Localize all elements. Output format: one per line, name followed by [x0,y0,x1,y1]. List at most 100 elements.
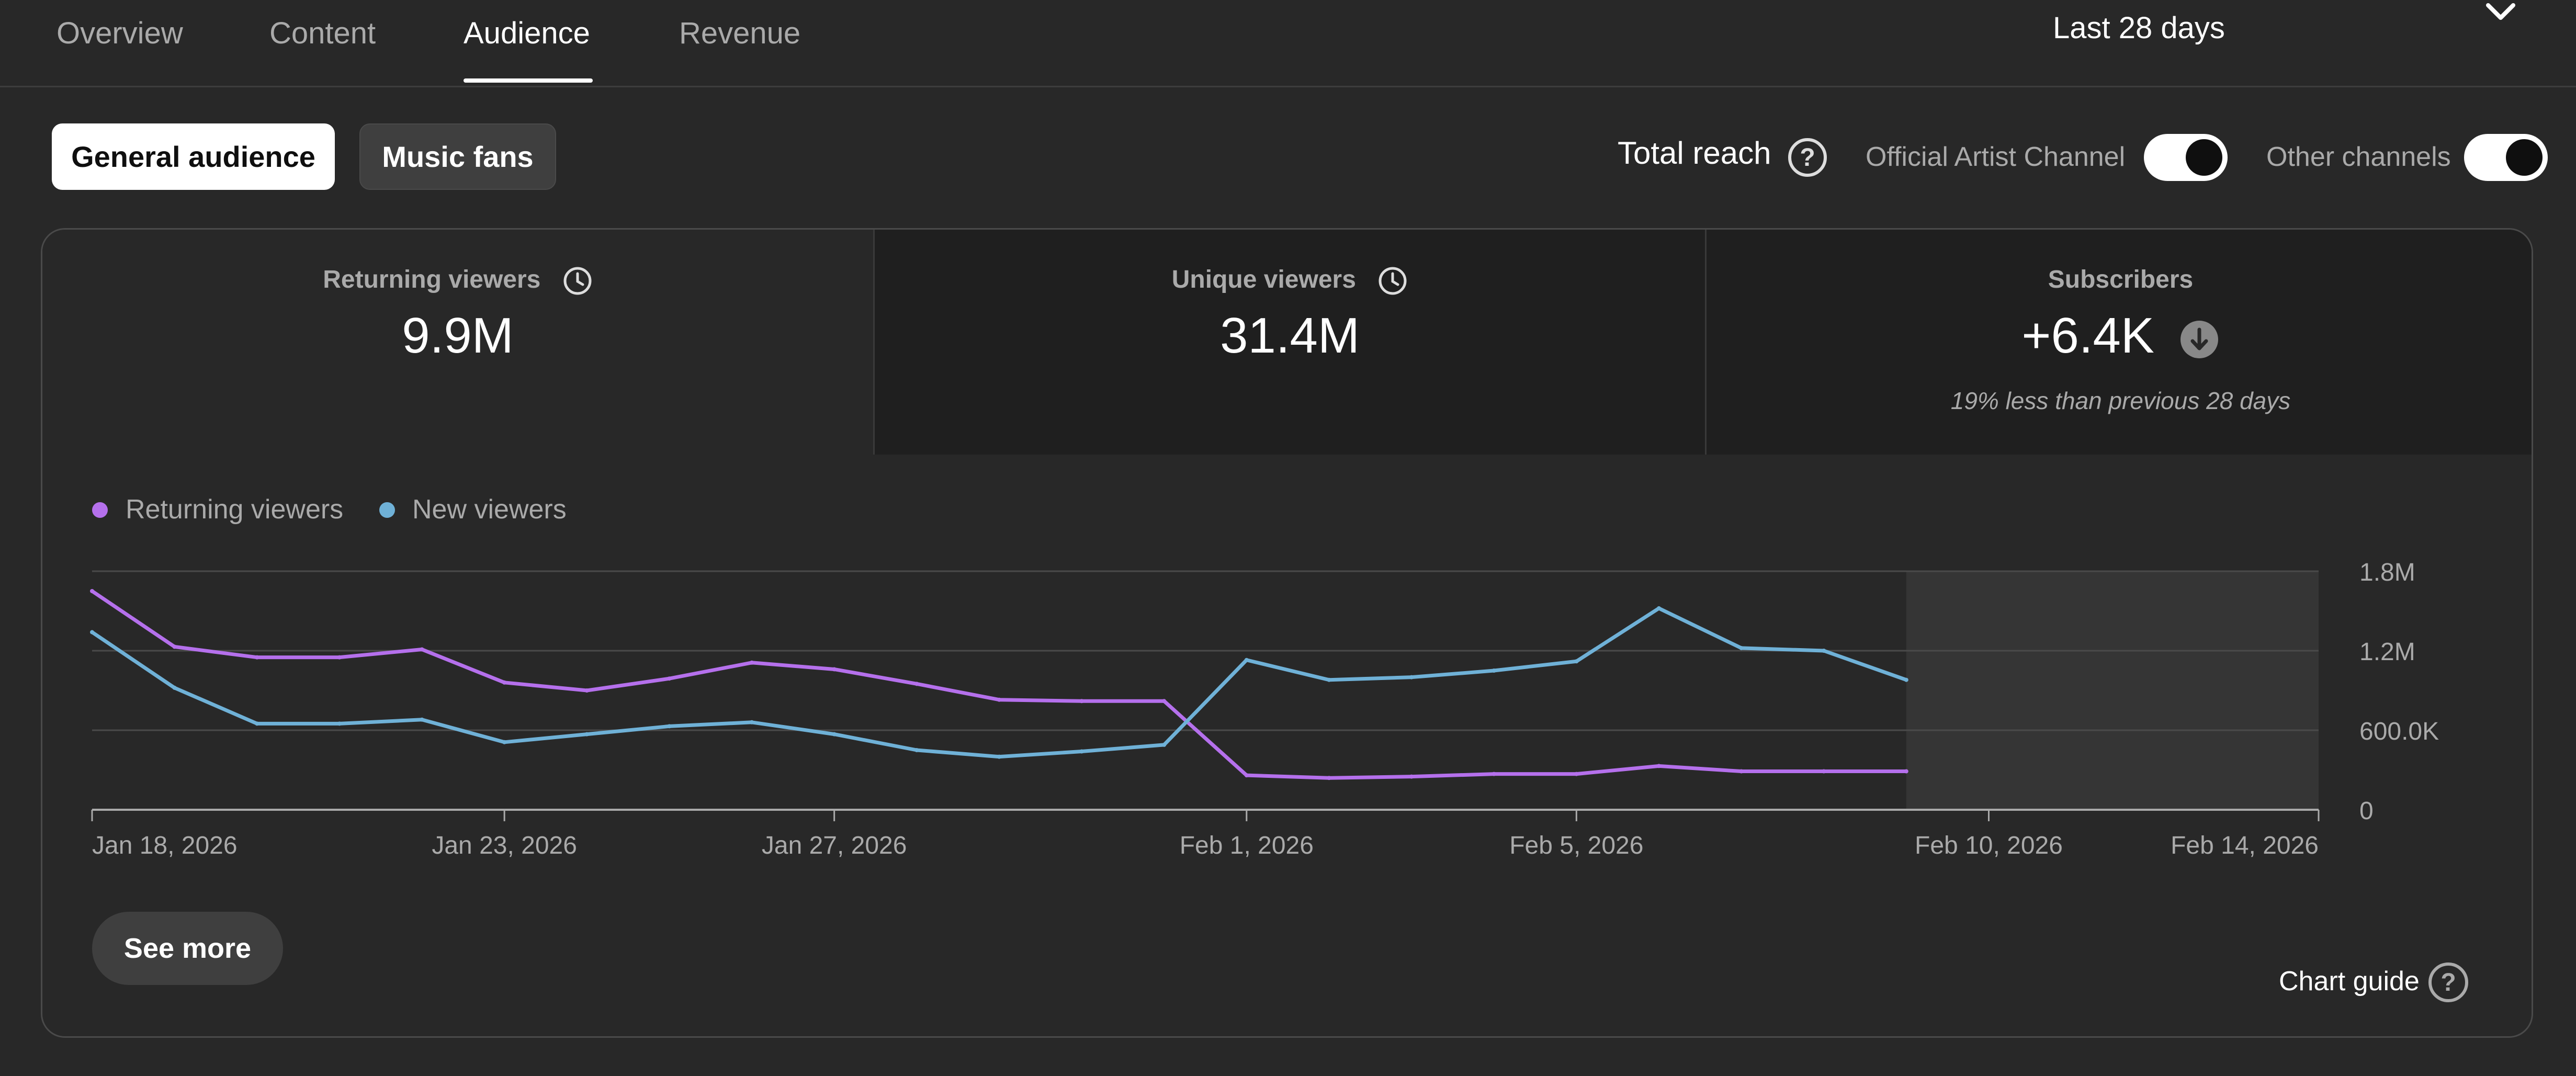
tab-overview[interactable]: Overview [57,16,183,50]
metric-value: 9.9M [402,308,514,364]
data-point [1409,774,1414,779]
data-point [502,680,507,685]
data-point [255,655,259,660]
data-point [90,630,94,635]
projected-region [1906,571,2319,810]
series-line-returning-viewers [90,589,1908,780]
x-tick-label: Feb 10, 2026 [1915,832,2063,859]
help-icon[interactable]: ? [1788,138,1827,177]
chart-guide-button[interactable]: Chart guide [2279,966,2420,997]
data-point [1492,772,1496,776]
data-point [172,685,177,690]
x-tick-label: Feb 1, 2026 [1180,832,1314,859]
metric-label: Subscribers [2048,266,2194,293]
toggle-knob [2186,139,2222,176]
metric-value: +6.4K [2021,308,2154,364]
metric-subscribers[interactable]: Subscribers +6.4K 19% less than previous… [1705,230,2532,455]
data-point [832,667,837,672]
series-line-new-viewers [90,606,1908,759]
data-point [1904,769,1908,774]
y-tick-label: 600.0K [2359,718,2439,745]
data-point [1409,675,1414,679]
data-point [1822,769,1826,774]
x-tick-label: Feb 5, 2026 [1509,832,1643,859]
data-point [1327,677,1331,682]
data-point [337,655,342,660]
data-point [1739,769,1744,774]
tab-content[interactable]: Content [269,16,376,50]
general-audience-button[interactable]: General audience [52,123,335,190]
data-point [667,724,672,729]
clock-icon [1379,267,1407,295]
clock-icon [563,267,592,295]
legend-dot-new [379,502,395,518]
data-point [832,732,837,737]
data-point [584,732,589,737]
data-point [1574,772,1579,776]
x-tick-label: Jan 23, 2026 [432,832,577,859]
metric-note: 19% less than previous 28 days [1950,387,2291,414]
data-point [1739,645,1744,650]
data-point [337,721,342,726]
chart-guide-label: Chart guide [2279,966,2420,996]
other-channels-label: Other channels [2266,142,2451,172]
arrow-down-icon [2180,320,2218,358]
data-point [750,660,754,665]
data-point [1162,699,1167,704]
toggle-knob [2506,139,2543,176]
audience-card: Returning viewers 9.9M Unique viewers 31… [41,228,2533,1038]
date-range-label[interactable]: Last 28 days [2053,11,2225,45]
data-point [1822,649,1826,653]
metric-label: Returning viewers [323,266,541,293]
legend-returning-viewers: Returning viewers [126,494,344,525]
data-point [1492,669,1496,673]
tab-bar: Overview Content Audience Revenue Last 2… [0,0,2576,87]
official-artist-channel-toggle[interactable] [2144,134,2228,181]
tab-revenue[interactable]: Revenue [679,16,801,50]
data-point [502,740,507,744]
legend-dot-returning [92,502,108,518]
official-artist-channel-label: Official Artist Channel [1866,142,2126,172]
data-point [584,688,589,693]
data-point [914,682,919,686]
data-point [750,720,754,724]
legend-new-viewers: New viewers [412,494,567,525]
x-tick-label: Feb 14, 2026 [2171,832,2319,859]
data-point [1162,742,1167,747]
see-more-button[interactable]: See more [92,912,283,985]
data-point [420,647,424,652]
x-tick-label: Jan 18, 2026 [92,832,238,859]
other-channels-toggle[interactable] [2464,134,2548,181]
tab-audience[interactable]: Audience [464,16,590,50]
total-reach-label: Total reach [1618,135,1771,171]
music-fans-button[interactable]: Music fans [359,123,556,190]
data-point [1244,658,1249,662]
data-point [255,721,259,726]
data-point [997,754,1001,759]
data-point [1244,773,1249,778]
data-point [1327,776,1331,780]
data-point [1079,699,1084,704]
data-point [997,697,1001,702]
data-point [1656,764,1661,768]
metric-returning-viewers[interactable]: Returning viewers 9.9M [42,230,873,455]
data-point [1574,659,1579,664]
data-point [172,644,177,649]
data-point [90,589,94,593]
data-point [1904,677,1908,682]
data-point [420,717,424,722]
y-tick-label: 1.8M [2359,559,2415,586]
metric-unique-viewers[interactable]: Unique viewers 31.4M [873,230,1705,455]
chevron-down-icon[interactable] [2484,0,2517,26]
metric-label: Unique viewers [1171,266,1356,293]
data-point [1656,606,1661,610]
help-icon[interactable]: ? [2428,962,2468,1002]
active-tab-indicator [464,78,593,83]
metric-value: 31.4M [1220,308,1360,364]
y-tick-label: 0 [2359,797,2374,825]
y-tick-label: 1.2M [2359,638,2415,666]
data-point [667,676,672,681]
data-point [1079,749,1084,754]
data-point [914,748,919,752]
